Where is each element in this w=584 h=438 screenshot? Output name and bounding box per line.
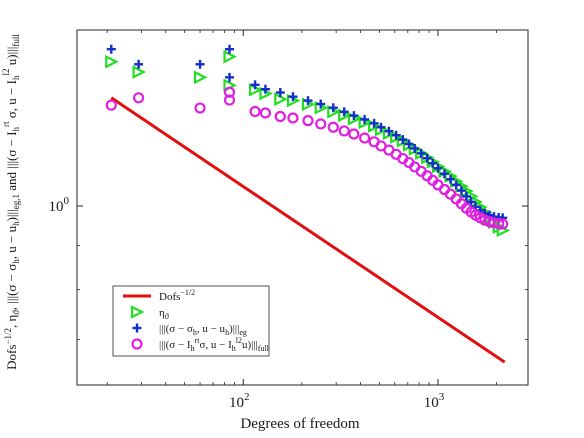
axes-box (76, 29, 529, 386)
ylabel-part: )||| (4, 209, 19, 221)
data-point (223, 86, 236, 98)
data-point (223, 94, 236, 106)
legend-label: ηϑ (159, 307, 169, 321)
data-point (360, 114, 370, 124)
x-tick-label: 102 (229, 391, 250, 411)
legend-entry: |||(σ − Ihrtσ, u − Ihl2u)|||full (131, 336, 270, 353)
legend-entry: |||(σ − σh, u − uh)|||eg (132, 323, 247, 337)
x-tick-label: 103 (424, 391, 445, 411)
data-point (106, 44, 116, 54)
ylabel-part: and |||(σ − I (4, 131, 19, 194)
data-point (105, 54, 119, 69)
x-axis-label: Degrees of freedom (240, 416, 359, 432)
data-point (338, 125, 350, 137)
data-point (195, 59, 205, 69)
data-point (410, 143, 420, 153)
data-point (359, 132, 371, 144)
ylabel-part: h (11, 126, 21, 131)
data-point (348, 128, 360, 140)
ylabel-part: h (11, 259, 21, 264)
data-point (316, 99, 326, 109)
data-point (275, 88, 285, 98)
ylabel-part: rt (1, 121, 11, 127)
series-3 (105, 86, 509, 230)
data-point (416, 148, 426, 158)
ylabel-part: Dofs (4, 345, 19, 370)
reference-line (110, 96, 506, 364)
legend-swatch (130, 305, 145, 319)
data-point (259, 107, 272, 119)
data-point (327, 121, 339, 133)
data-point (461, 191, 471, 201)
data-point (451, 180, 461, 190)
legend-label: Dofs−1/2 (159, 288, 195, 303)
data-point (376, 122, 386, 132)
ylabel-part: , η (4, 315, 19, 329)
data-point (428, 158, 438, 168)
data-point (302, 115, 314, 127)
data-point (497, 218, 509, 230)
ylabel-part: σ, u − I (4, 80, 19, 121)
ylabel-part: h (11, 75, 21, 80)
data-point (223, 49, 237, 64)
legend-entry: ηϑ (130, 305, 169, 321)
legend-swatch (131, 338, 143, 350)
data-point (249, 105, 261, 118)
data-point (391, 130, 401, 140)
data-point (439, 169, 449, 179)
data-point (433, 163, 443, 173)
data-point (132, 92, 145, 104)
legend-label: |||(σ − σh, u − uh)|||eg (159, 323, 247, 337)
ylabel-part: h (11, 221, 21, 226)
data-point (339, 107, 349, 117)
data-point (398, 135, 408, 145)
series-2 (106, 44, 508, 223)
data-point (328, 103, 338, 113)
ylabel-part: eg,1 (11, 194, 21, 209)
data-point (134, 59, 144, 69)
data-point (274, 110, 286, 123)
data-point (225, 72, 235, 82)
ylabel-part: l2 (1, 69, 11, 76)
data-point (404, 139, 414, 149)
data-point (250, 80, 260, 90)
data-point (260, 84, 270, 94)
series-0 (110, 96, 506, 364)
ylabel-part: −1/2 (3, 328, 13, 345)
plot-area: 102 103 100 (49, 29, 529, 411)
data-point (456, 186, 466, 196)
legend-box (112, 285, 270, 357)
ylabel-part: , |||(σ − σ (4, 264, 19, 310)
data-point (466, 197, 476, 207)
y-tick-label: 100 (49, 195, 70, 215)
data-point (287, 112, 299, 124)
data-point (315, 118, 327, 130)
data-point (422, 153, 432, 163)
data-point (225, 44, 235, 54)
legend: Dofs−1/2 ηϑ |||(σ − σh, u − uh)|||eg|||(σ … (112, 285, 270, 357)
data-point (349, 111, 359, 121)
data-point (105, 99, 117, 111)
data-point (288, 92, 298, 102)
ylabel-part: , u − u (4, 225, 19, 259)
ylabel-part: u)||| (4, 47, 19, 69)
ylabel-part: ϑ (11, 310, 21, 315)
legend-label: |||(σ − Ihrtσ, u − Ihl2u)|||full (159, 336, 270, 353)
svg-text:Dofs−1/2, ηϑ, |||(σ − σh, u −: Dofs−1/2, ηϑ, |||(σ − σh, u − uh)|||eg,1… (1, 34, 21, 370)
data-point (384, 126, 394, 136)
data-point (369, 118, 379, 128)
data-point (303, 96, 313, 106)
ylabel-part: full (11, 34, 21, 47)
data-point (132, 65, 147, 79)
data-point (194, 102, 206, 114)
data-point (193, 70, 208, 85)
legend-entry: Dofs−1/2 (123, 288, 195, 303)
data-point (493, 218, 505, 230)
legend-swatch (132, 323, 142, 333)
y-axis-label: Dofs−1/2, ηϑ, |||(σ − σh, u − uh)|||eg,1… (1, 34, 21, 370)
data-point (446, 174, 456, 184)
